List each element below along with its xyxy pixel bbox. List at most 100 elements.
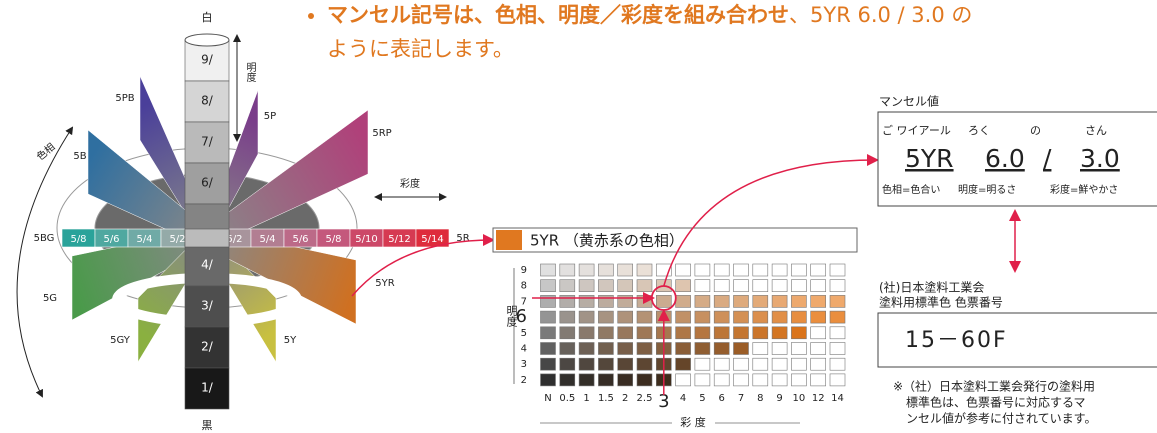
value-label: 明度 <box>244 62 256 83</box>
color-chip <box>753 311 768 323</box>
col-label: 1.5 <box>598 393 614 404</box>
empty-chip <box>791 264 806 276</box>
color-chip <box>791 295 806 307</box>
empty-chip <box>676 374 691 386</box>
empty-chip <box>791 374 806 386</box>
empty-chip <box>753 280 768 292</box>
row-label: 3 <box>521 359 527 370</box>
strip-over <box>185 229 229 247</box>
chroma-step: 5/8 <box>325 234 341 245</box>
color-chip <box>676 343 691 355</box>
color-chip <box>637 343 652 355</box>
color-chip <box>734 343 749 355</box>
empty-chip <box>753 358 768 370</box>
munsell-part: 3.0 <box>1080 144 1120 173</box>
color-chip <box>637 295 652 307</box>
color-chip <box>598 295 613 307</box>
col-label: N <box>544 393 551 404</box>
hue-label: 5YR <box>375 278 394 289</box>
chroma-label: 彩度 <box>400 177 420 190</box>
paint-code: 15－60F <box>905 328 1008 353</box>
value-step: 4/ <box>201 258 214 272</box>
color-chip <box>811 295 826 307</box>
col-label: 2.5 <box>637 393 653 404</box>
color-chip <box>637 374 652 386</box>
empty-chip <box>753 264 768 276</box>
color-chip <box>598 358 613 370</box>
col-label: 0.5 <box>559 393 575 404</box>
chroma-axis-label: 彩 度 <box>680 415 706 429</box>
color-chip <box>579 343 594 355</box>
color-chip <box>676 327 691 339</box>
color-chip <box>637 280 652 292</box>
solid-top <box>185 34 229 46</box>
empty-chip <box>714 358 729 370</box>
color-chip <box>618 311 633 323</box>
paint-org: (社)日本塗料工業会 <box>879 280 984 295</box>
color-chip <box>598 264 613 276</box>
color-chip <box>560 280 575 292</box>
hue-arrow <box>17 128 72 396</box>
row-label: 9 <box>521 265 527 276</box>
empty-chip <box>734 264 749 276</box>
color-chip <box>811 311 826 323</box>
empty-chip <box>695 280 710 292</box>
chroma-step: 5/12 <box>388 234 410 245</box>
munsell-panel: マンセル値ご ワイアールろくのさん5YR6.0/3.0色相=色合い明度=明るさ彩… <box>878 94 1157 426</box>
color-chip <box>714 311 729 323</box>
value-step: 6/ <box>201 176 214 190</box>
empty-chip <box>830 358 845 370</box>
value-axis-label: 明度 <box>505 305 518 328</box>
value-step: 9/ <box>201 53 214 67</box>
color-chip <box>541 264 556 276</box>
intro-bold: マンセル記号は、色相、明度／彩度を組み合わせ <box>327 3 789 27</box>
color-chip <box>695 343 710 355</box>
empty-chip <box>734 280 749 292</box>
color-chip <box>541 327 556 339</box>
color-chip <box>579 358 594 370</box>
reading: ろく <box>968 124 990 137</box>
color-chip <box>579 374 594 386</box>
hue-label: 5Y <box>284 335 297 346</box>
color-chip <box>598 343 613 355</box>
hue-label: 5B <box>73 151 86 162</box>
page: 5PB5P5RP5B5BG5R5G5GY5Y5YR5/85/65/45/25/2… <box>0 0 1157 433</box>
color-chip <box>618 295 633 307</box>
col-label: 14 <box>831 393 844 404</box>
color-chip <box>676 311 691 323</box>
col-label: 12 <box>812 393 825 404</box>
chroma-step: 5/14 <box>421 234 443 245</box>
color-chip <box>695 311 710 323</box>
empty-chip <box>734 374 749 386</box>
color-chip <box>598 311 613 323</box>
color-chip <box>637 327 652 339</box>
color-chip <box>541 358 556 370</box>
empty-chip <box>791 358 806 370</box>
color-chip <box>618 327 633 339</box>
color-chip <box>830 295 845 307</box>
hue-label-axis: 色相 <box>34 140 58 163</box>
reading: の <box>1030 124 1041 137</box>
empty-chip <box>695 374 710 386</box>
color-chip <box>714 295 729 307</box>
col-label: 2 <box>622 393 628 404</box>
empty-chip <box>811 358 826 370</box>
hue-label: 5G <box>43 293 57 304</box>
col-label: 4 <box>680 393 686 404</box>
bullet <box>308 13 314 19</box>
value-step: 2/ <box>201 340 214 354</box>
paint-note: ンセル値が参考に付されています。 <box>906 411 1096 426</box>
color-chip <box>753 327 768 339</box>
color-chip <box>560 358 575 370</box>
color-chip <box>791 311 806 323</box>
color-chip <box>772 327 787 339</box>
col-label: 9 <box>776 393 782 404</box>
munsell-part: / <box>1043 144 1052 173</box>
title-swatch <box>496 230 522 250</box>
intro-line-1: マンセル記号は、色相、明度／彩度を組み合わせ、5YR 6.0 / 3.0 の <box>327 3 972 27</box>
color-chip <box>560 343 575 355</box>
color-chip <box>753 295 768 307</box>
color-chip <box>541 374 556 386</box>
color-chip <box>830 311 845 323</box>
empty-chip <box>714 264 729 276</box>
